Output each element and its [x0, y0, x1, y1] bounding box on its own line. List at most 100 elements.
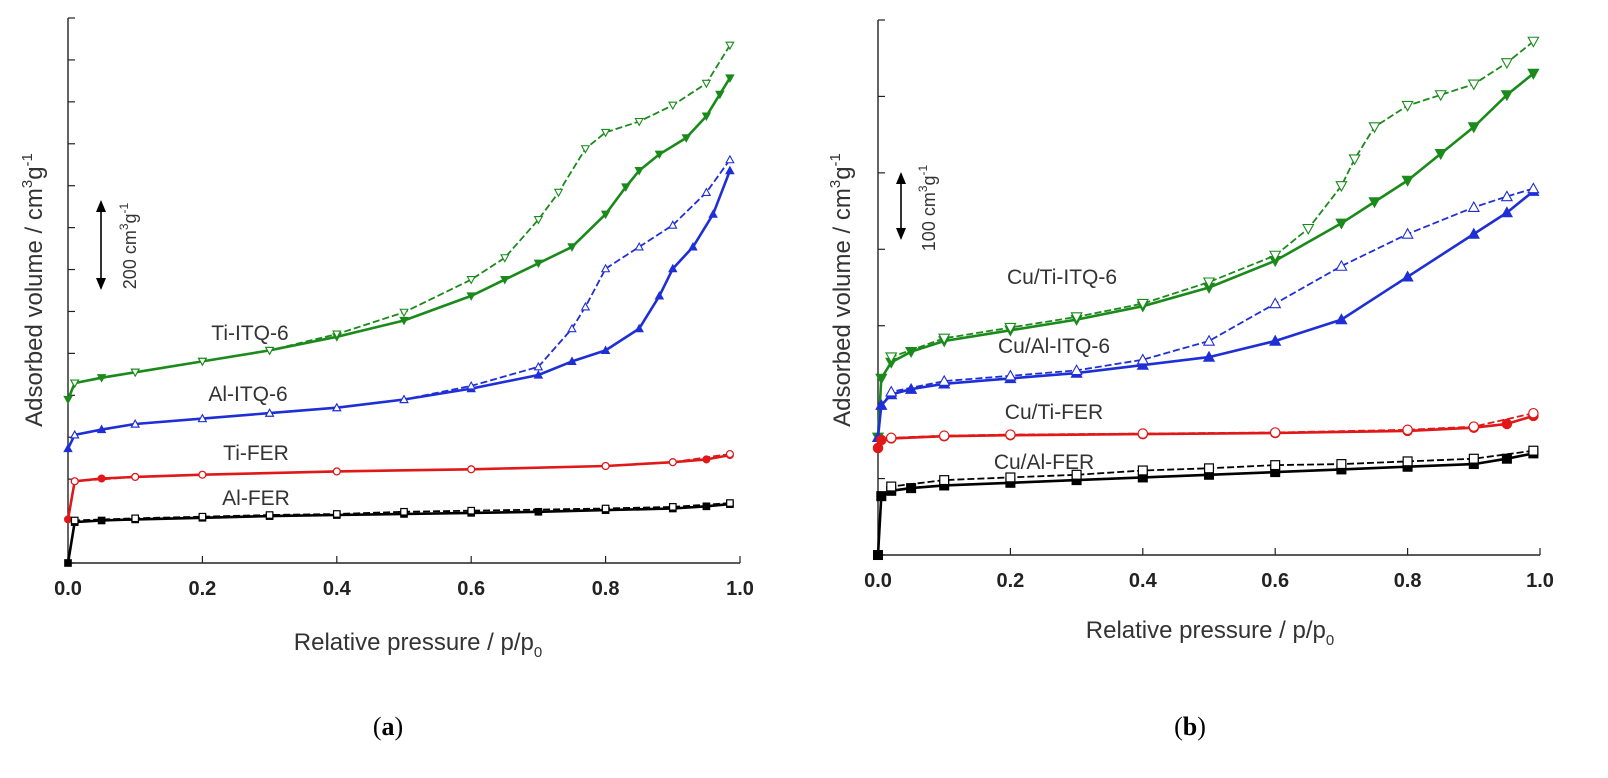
series-label-cu-al-itq-6: Cu/Al-ITQ-6: [998, 335, 1110, 358]
desorption-point: [1401, 227, 1414, 239]
adsorption-point: [875, 373, 888, 385]
adsorption-point: [533, 259, 544, 269]
desorption-point: [601, 461, 610, 471]
x-tick-label-a: 0.0: [54, 578, 82, 600]
desorption-point: [533, 216, 544, 225]
series-cu-al-fer: [872, 445, 1539, 561]
adsorption-point: [654, 150, 665, 160]
desorption-point: [885, 432, 897, 444]
adsorption-point: [702, 502, 711, 511]
adsorption-point: [97, 474, 106, 483]
desorption-point: [1005, 472, 1016, 483]
adsorption-point: [97, 516, 106, 525]
desorption-line: [74, 453, 731, 483]
desorption-point: [1137, 428, 1149, 439]
scale-bar-label-b: 100 cm3g-1: [916, 164, 939, 251]
desorption-point: [701, 187, 712, 196]
adsorption-point: [96, 424, 107, 434]
adsorption-point: [1401, 270, 1414, 282]
desorption-point: [1070, 364, 1083, 376]
desorption-point: [467, 465, 476, 474]
series-ti-itq-6: [63, 41, 735, 405]
adsorption-line: [66, 170, 732, 450]
desorption-point: [1202, 277, 1216, 289]
desorption-point: [1434, 90, 1447, 102]
desorption-point: [1269, 297, 1282, 309]
x-tick-label-a: 0.4: [323, 578, 352, 600]
desorption-point: [1368, 122, 1381, 134]
adsorption-line: [66, 77, 732, 400]
desorption-point: [264, 408, 275, 417]
desorption-line: [891, 412, 1534, 439]
desorption-line: [74, 44, 731, 384]
plot-area-a: 0.0 0.2 0.4 0.6 0.8 1.0: [54, 17, 754, 600]
adsorption-point: [875, 398, 888, 410]
adsorption-point: [500, 276, 510, 285]
desorption-point: [399, 394, 409, 404]
desorption-point: [70, 516, 79, 525]
desorption-point: [601, 504, 610, 513]
x-tick-label-b: 0.6: [1261, 570, 1289, 592]
plot-area-b: 0.0 0.2 0.4 0.6 0.8 1.0: [864, 19, 1554, 592]
adsorption-point: [681, 134, 691, 143]
desorption-point: [1527, 36, 1540, 48]
desorption-point: [332, 467, 341, 476]
desorption-point: [553, 188, 564, 198]
series-cu-ti-itq-6: [871, 36, 1540, 444]
desorption-point: [198, 470, 207, 479]
scale-bar-b: 100 cm3g-1: [896, 164, 939, 251]
adsorption-point: [63, 395, 73, 405]
x-tick-label-b: 1.0: [1526, 570, 1554, 592]
scale-bar-label-a: 200 cm3g-1: [117, 202, 140, 289]
desorption-point: [1402, 456, 1413, 467]
desorption-point: [567, 323, 577, 333]
adsorption-point: [64, 559, 72, 567]
adsorption-point: [904, 346, 918, 359]
desorption-point: [1071, 469, 1082, 480]
desorption-point: [466, 276, 476, 285]
desorption-point: [1136, 353, 1149, 365]
desorption-point: [580, 301, 591, 311]
desorption-point: [1005, 429, 1016, 440]
desorption-line: [890, 40, 1534, 358]
adsorption-point: [634, 323, 644, 333]
series-label-ti-fer: Ti-FER: [223, 442, 289, 465]
x-axis-label-a: Relative pressure / p/p0: [294, 629, 542, 661]
desorption-point: [634, 241, 644, 251]
scale-bar-arrowhead-up-b: [896, 172, 906, 184]
desorption-point: [885, 352, 898, 364]
series-al-itq-6: [63, 154, 735, 453]
desorption-point: [1070, 312, 1083, 324]
desorption-point: [131, 472, 140, 481]
adsorption-point: [1136, 358, 1149, 370]
desorption-point: [1336, 459, 1347, 470]
adsorption-point: [600, 345, 611, 355]
desorption-point: [533, 361, 544, 371]
desorption-point: [1467, 200, 1480, 212]
desorption-point: [265, 511, 274, 519]
y-axis-label-b: Adsorbed volume / cm3g-1: [827, 153, 856, 427]
desorption-point: [1004, 369, 1017, 381]
series-label-cu-ti-itq-6: Cu/Ti-ITQ-6: [1007, 266, 1117, 289]
desorption-point: [332, 402, 342, 412]
desorption-point: [668, 101, 678, 111]
adsorption-point: [1335, 313, 1348, 325]
x-tick-label-b: 0.4: [1129, 570, 1158, 592]
desorption-point: [400, 507, 408, 516]
desorption-line: [74, 159, 731, 436]
adsorption-point: [715, 90, 725, 100]
adsorption-point: [904, 382, 918, 394]
adsorption-point: [1500, 90, 1514, 102]
desorption-point: [1269, 250, 1282, 262]
desorption-point: [701, 79, 712, 89]
desorption-point: [885, 385, 898, 397]
x-tick-label-b: 0.2: [996, 570, 1024, 592]
adsorption-point: [1269, 334, 1282, 346]
desorption-line: [74, 502, 730, 522]
desorption-point: [1528, 445, 1539, 456]
chart-panel-b: 0.0 0.2 0.4 0.6 0.8 1.0 Relative pressure / p…: [827, 19, 1554, 741]
desorption-point: [726, 499, 734, 507]
series-ti-fer: [63, 449, 734, 524]
adsorption-point: [688, 241, 698, 251]
